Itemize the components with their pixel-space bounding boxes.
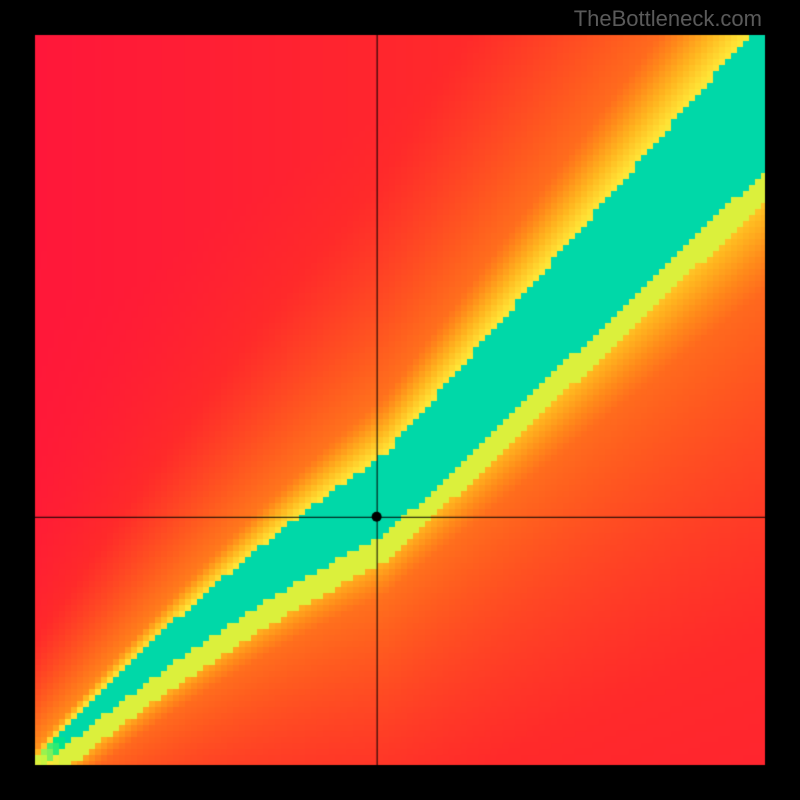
watermark-text: TheBottleneck.com: [574, 6, 762, 32]
bottleneck-heatmap: [0, 0, 800, 800]
chart-container: TheBottleneck.com: [0, 0, 800, 800]
